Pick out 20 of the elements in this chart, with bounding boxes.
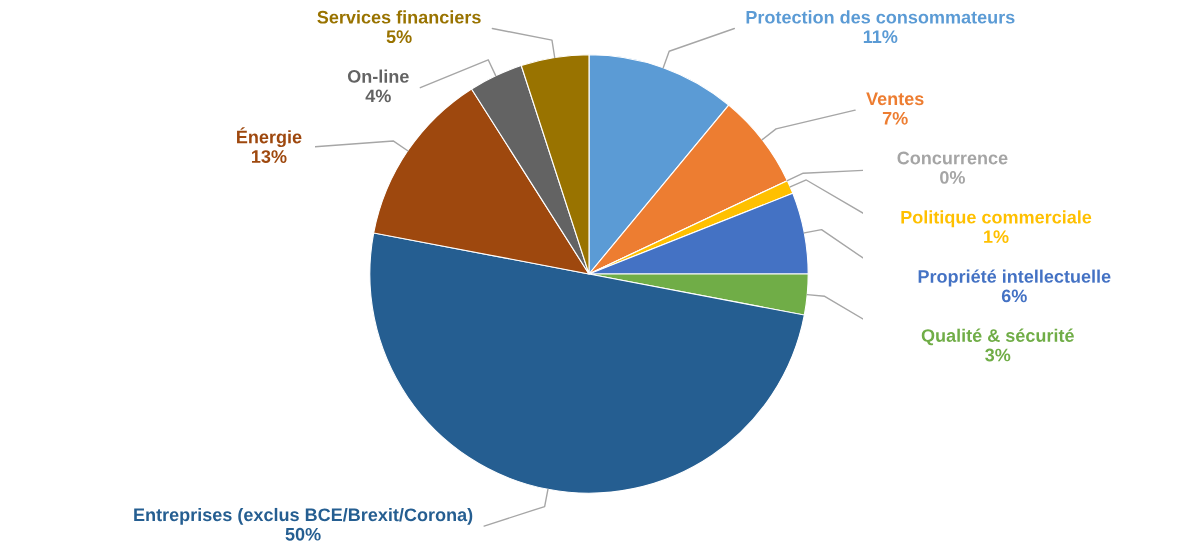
category-label: Concurrence (897, 151, 1008, 165)
data-label: 4% (365, 89, 391, 103)
slice-label: On-line (347, 69, 409, 83)
data-label: 6% (1001, 289, 1027, 303)
data-label: 13% (252, 150, 287, 163)
slice-label: Politique commerciale (901, 210, 1092, 228)
slice-label: Protection des consommateurs (746, 10, 1015, 24)
slice-label: Ventes (866, 92, 924, 106)
data-label: 50% (285, 527, 321, 541)
slice-label: Services financiers (317, 10, 481, 24)
data-label: 3% (985, 348, 1011, 362)
slice-label: Qualité & sécurité (921, 328, 1074, 346)
data-label: 11% (863, 30, 898, 44)
data-label: 1% (984, 230, 1009, 243)
slice-label: Entreprises (exclus BCE/Brexit/Corona) (134, 507, 473, 525)
slice-label: Propriété intellectuelle (918, 269, 1111, 287)
text: 0% (940, 171, 965, 184)
data-label: 7% (882, 111, 908, 125)
slice-label: Énergie (237, 127, 302, 148)
data-label: 5% (386, 30, 412, 44)
